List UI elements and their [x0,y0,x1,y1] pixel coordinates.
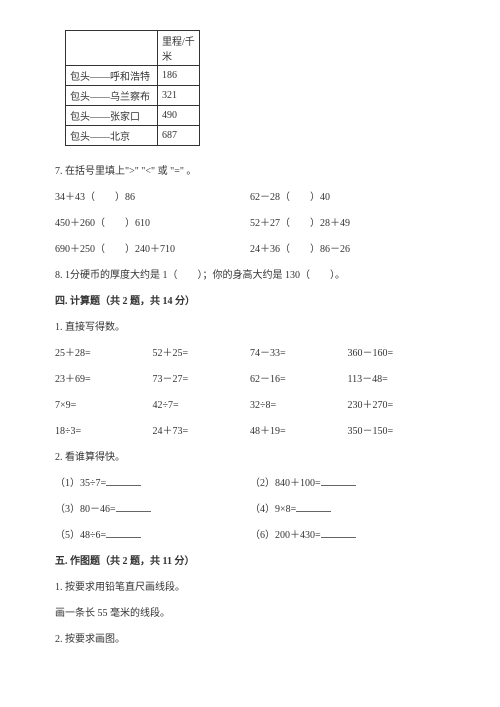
q2-text: （6）200＋430= [250,530,321,541]
calc-item: 25＋28= [55,346,153,362]
q2-text: （3）80－46= [55,504,116,515]
calc-row: 7×9= 42÷7= 32÷8= 230＋270= [55,398,445,414]
q7-title: 7. 在括号里填上">" "<" 或 "=" 。 [55,164,445,180]
q7-item: 52＋27（ ）28＋49 [250,216,445,232]
table-row: 包头——张家口 490 [66,106,200,126]
q7-item: 450＋260（ ）610 [55,216,250,232]
calc-row: 23＋69= 73－27= 62－16= 113－48= [55,372,445,388]
calc-item: 52＋25= [153,346,251,362]
q8-text: 8. 1分硬币的厚度大约是 1（ ）；你的身高大约是 130（ ）。 [55,268,445,284]
q7-item: 34＋43（ ）86 [55,190,250,206]
calc-item: 23＋69= [55,372,153,388]
km-cell: 687 [158,126,200,146]
q2-text: （5）48÷6= [55,530,106,541]
s4-q1-title: 1. 直接写得数。 [55,320,445,336]
calc-item: 350－150= [348,424,446,440]
calc-item: 74－33= [250,346,348,362]
q2-text: （1）35÷7= [55,478,106,489]
calc-item: 113－48= [348,372,446,388]
q2-item: （6）200＋430= [250,528,445,544]
calc-item: 48＋19= [250,424,348,440]
page-content: 里程/千米 包头——呼和浩特 186 包头——乌兰察布 321 包头——张家口 … [0,0,500,678]
km-cell: 186 [158,66,200,86]
blank-line [321,485,356,486]
calc-item: 73－27= [153,372,251,388]
table-header-row: 里程/千米 [66,31,200,66]
q2-item: （3）80－46= [55,502,250,518]
blank-line [106,485,141,486]
header-km: 里程/千米 [158,31,200,66]
km-cell: 490 [158,106,200,126]
q2-item: （5）48÷6= [55,528,250,544]
q7-row: 450＋260（ ）610 52＋27（ ）28＋49 [55,216,445,232]
mileage-table: 里程/千米 包头——呼和浩特 186 包头——乌兰察布 321 包头——张家口 … [65,30,200,146]
table-row: 包头——北京 687 [66,126,200,146]
calc-item: 360－160= [348,346,446,362]
calc-item: 18÷3= [55,424,153,440]
q7-item: 24＋36（ ）86－26 [250,242,445,258]
q2-text: （4）9×8= [250,504,296,515]
table-row: 包头——呼和浩特 186 [66,66,200,86]
blank-line [296,511,331,512]
km-cell: 321 [158,86,200,106]
calc-item: 230＋270= [348,398,446,414]
calc-item: 24＋73= [153,424,251,440]
route-cell: 包头——北京 [66,126,158,146]
table-row: 包头——乌兰察布 321 [66,86,200,106]
blank-line [106,537,141,538]
blank-line [116,511,151,512]
calc-item: 32÷8= [250,398,348,414]
q2-item: （4）9×8= [250,502,445,518]
q7-item: 62－28（ ）40 [250,190,445,206]
s4-q2-title: 2. 看谁算得快。 [55,450,445,466]
q2-text: （2）840＋100= [250,478,321,489]
s4-q2-row: （1）35÷7= （2）840＋100= [55,476,445,492]
q2-item: （1）35÷7= [55,476,250,492]
calc-item: 62－16= [250,372,348,388]
header-blank [66,31,158,66]
q7-row: 690＋250（ ）240＋710 24＋36（ ）86－26 [55,242,445,258]
s4-q2-row: （5）48÷6= （6）200＋430= [55,528,445,544]
q7-row: 34＋43（ ）86 62－28（ ）40 [55,190,445,206]
section5-heading: 五. 作图题（共 2 题，共 11 分） [55,554,445,570]
q2-item: （2）840＋100= [250,476,445,492]
route-cell: 包头——张家口 [66,106,158,126]
s5-q2: 2. 按要求画图。 [55,632,445,648]
s4-q2-row: （3）80－46= （4）9×8= [55,502,445,518]
s5-q1a: 1. 按要求用铅笔直尺画线段。 [55,580,445,596]
calc-item: 7×9= [55,398,153,414]
calc-item: 42÷7= [153,398,251,414]
s5-q1b: 画一条长 55 毫米的线段。 [55,606,445,622]
calc-row: 18÷3= 24＋73= 48＋19= 350－150= [55,424,445,440]
blank-line [321,537,356,538]
route-cell: 包头——呼和浩特 [66,66,158,86]
route-cell: 包头——乌兰察布 [66,86,158,106]
q7-item: 690＋250（ ）240＋710 [55,242,250,258]
calc-row: 25＋28= 52＋25= 74－33= 360－160= [55,346,445,362]
section4-heading: 四. 计算题（共 2 题，共 14 分） [55,294,445,310]
